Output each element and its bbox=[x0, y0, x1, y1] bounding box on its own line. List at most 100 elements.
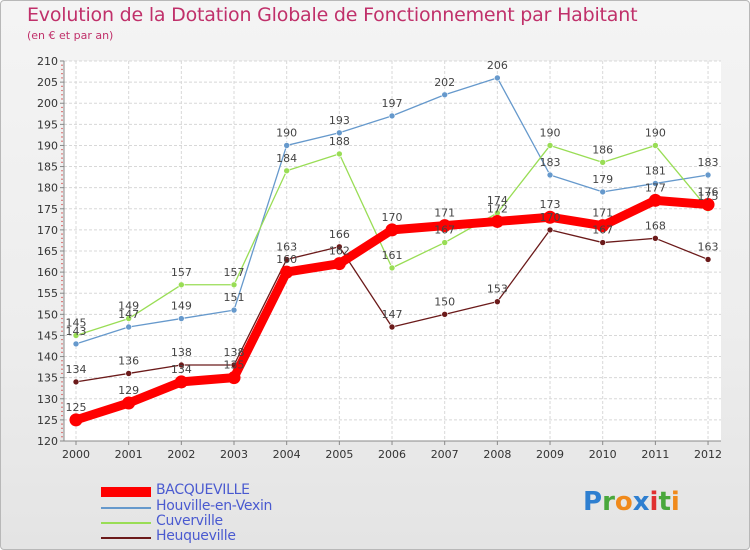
data-point-bacqueville bbox=[385, 223, 399, 237]
data-point-houville-en-vexin bbox=[546, 171, 554, 179]
y-minor-tick bbox=[61, 153, 63, 155]
y-minor-tick bbox=[61, 275, 63, 278]
data-label-cuverville: 149 bbox=[118, 300, 139, 313]
data-point-cuverville bbox=[72, 332, 80, 339]
data-label-houville-en-vexin: 143 bbox=[66, 325, 87, 338]
y-minor-tick bbox=[61, 267, 63, 269]
data-point-houville-en-vexin bbox=[704, 171, 712, 179]
y-minor-tick bbox=[61, 106, 63, 109]
data-label-bacqueville: 176 bbox=[698, 186, 719, 199]
y-tick-label: 170 bbox=[37, 224, 58, 237]
y-minor-tick bbox=[61, 199, 63, 202]
legend-item-bacqueville: BACQUEVILLE bbox=[101, 482, 361, 499]
data-label-bacqueville: 162 bbox=[329, 245, 350, 258]
x-tick-label: 2000 bbox=[62, 448, 90, 461]
data-label-bacqueville: 135 bbox=[224, 359, 245, 372]
data-point-cuverville bbox=[441, 239, 448, 246]
y-tick-label: 200 bbox=[37, 97, 58, 110]
y-minor-tick bbox=[61, 85, 63, 88]
y-minor-tick bbox=[61, 174, 63, 176]
y-minor-tick bbox=[61, 237, 63, 240]
data-label-cuverville: 157 bbox=[224, 266, 245, 279]
y-minor-tick bbox=[61, 77, 63, 79]
y-minor-tick bbox=[61, 224, 63, 227]
data-label-cuverville: 188 bbox=[329, 135, 350, 148]
data-label-heuqueville: 168 bbox=[645, 219, 666, 232]
data-label-heuqueville: 163 bbox=[276, 240, 297, 253]
y-minor-tick bbox=[61, 161, 63, 164]
data-label-bacqueville: 170 bbox=[382, 211, 403, 224]
y-minor-tick bbox=[61, 258, 63, 261]
data-point-cuverville bbox=[652, 142, 659, 149]
logo-letter: r bbox=[602, 487, 615, 517]
y-minor-tick bbox=[61, 360, 63, 362]
data-label-heuqueville: 134 bbox=[66, 363, 87, 376]
y-minor-tick bbox=[61, 427, 63, 430]
y-minor-tick bbox=[61, 279, 63, 282]
x-tick-label: 2008 bbox=[483, 448, 511, 461]
y-minor-tick bbox=[61, 220, 63, 223]
y-minor-tick bbox=[61, 288, 63, 290]
data-label-houville-en-vexin: 183 bbox=[698, 156, 719, 169]
y-minor-tick bbox=[61, 423, 63, 425]
data-label-houville-en-vexin: 202 bbox=[434, 76, 455, 89]
data-label-houville-en-vexin: 149 bbox=[171, 300, 192, 313]
logo-letter: P bbox=[583, 487, 603, 517]
y-tick-label: 135 bbox=[37, 372, 58, 385]
y-tick-label: 195 bbox=[37, 118, 58, 131]
data-point-houville-en-vexin bbox=[178, 315, 185, 322]
y-minor-tick bbox=[61, 317, 63, 320]
y-minor-tick bbox=[61, 262, 63, 265]
y-tick-label: 155 bbox=[37, 287, 58, 300]
y-minor-tick bbox=[61, 72, 63, 75]
data-label-cuverville: 190 bbox=[540, 126, 561, 139]
data-point-heuqueville bbox=[283, 256, 290, 263]
data-label-heuqueville: 150 bbox=[434, 295, 455, 308]
x-tick-label: 2002 bbox=[167, 448, 195, 461]
data-point-heuqueville bbox=[441, 311, 448, 318]
y-tick-label: 140 bbox=[37, 351, 58, 364]
x-tick-label: 2012 bbox=[694, 448, 722, 461]
y-minor-tick bbox=[61, 410, 63, 413]
y-minor-tick bbox=[61, 127, 63, 130]
y-minor-tick bbox=[61, 305, 63, 307]
data-point-houville-en-vexin bbox=[494, 74, 501, 82]
legend-swatch bbox=[101, 487, 151, 497]
data-label-bacqueville: 172 bbox=[487, 202, 508, 215]
y-minor-tick bbox=[61, 195, 63, 197]
data-label-heuqueville: 136 bbox=[118, 354, 139, 367]
data-point-heuqueville bbox=[652, 235, 659, 242]
legend-swatch bbox=[101, 507, 151, 509]
y-minor-tick bbox=[61, 157, 63, 159]
data-label-houville-en-vexin: 206 bbox=[487, 59, 508, 72]
data-point-bacqueville bbox=[69, 413, 83, 427]
data-label-bacqueville: 173 bbox=[540, 198, 561, 211]
legend-label: Houville-en-Vexin bbox=[156, 498, 273, 514]
y-minor-tick bbox=[61, 233, 63, 235]
y-tick-label: 165 bbox=[37, 245, 58, 258]
y-minor-tick bbox=[61, 191, 63, 193]
data-point-heuqueville bbox=[388, 323, 396, 331]
y-minor-tick bbox=[61, 309, 63, 311]
data-point-bacqueville bbox=[490, 214, 504, 228]
y-minor-tick bbox=[61, 406, 63, 408]
y-minor-tick bbox=[61, 212, 63, 214]
y-minor-tick bbox=[61, 389, 63, 392]
x-tick-label: 2001 bbox=[115, 448, 143, 461]
y-tick-label: 180 bbox=[37, 182, 58, 195]
y-minor-tick bbox=[61, 140, 63, 142]
data-point-heuqueville bbox=[125, 370, 132, 377]
y-minor-tick bbox=[61, 296, 63, 299]
y-tick-label: 160 bbox=[37, 266, 58, 279]
x-tick-label: 2005 bbox=[325, 448, 353, 461]
data-label-cuverville: 184 bbox=[276, 152, 297, 165]
y-tick-label: 205 bbox=[37, 76, 58, 89]
data-label-houville-en-vexin: 197 bbox=[382, 97, 403, 110]
y-minor-tick bbox=[61, 94, 63, 96]
y-minor-tick bbox=[61, 364, 63, 366]
y-minor-tick bbox=[61, 326, 63, 328]
data-point-houville-en-vexin bbox=[441, 91, 448, 99]
data-point-houville-en-vexin bbox=[72, 340, 80, 348]
y-minor-tick bbox=[61, 372, 63, 375]
data-label-heuqueville: 153 bbox=[487, 283, 508, 296]
